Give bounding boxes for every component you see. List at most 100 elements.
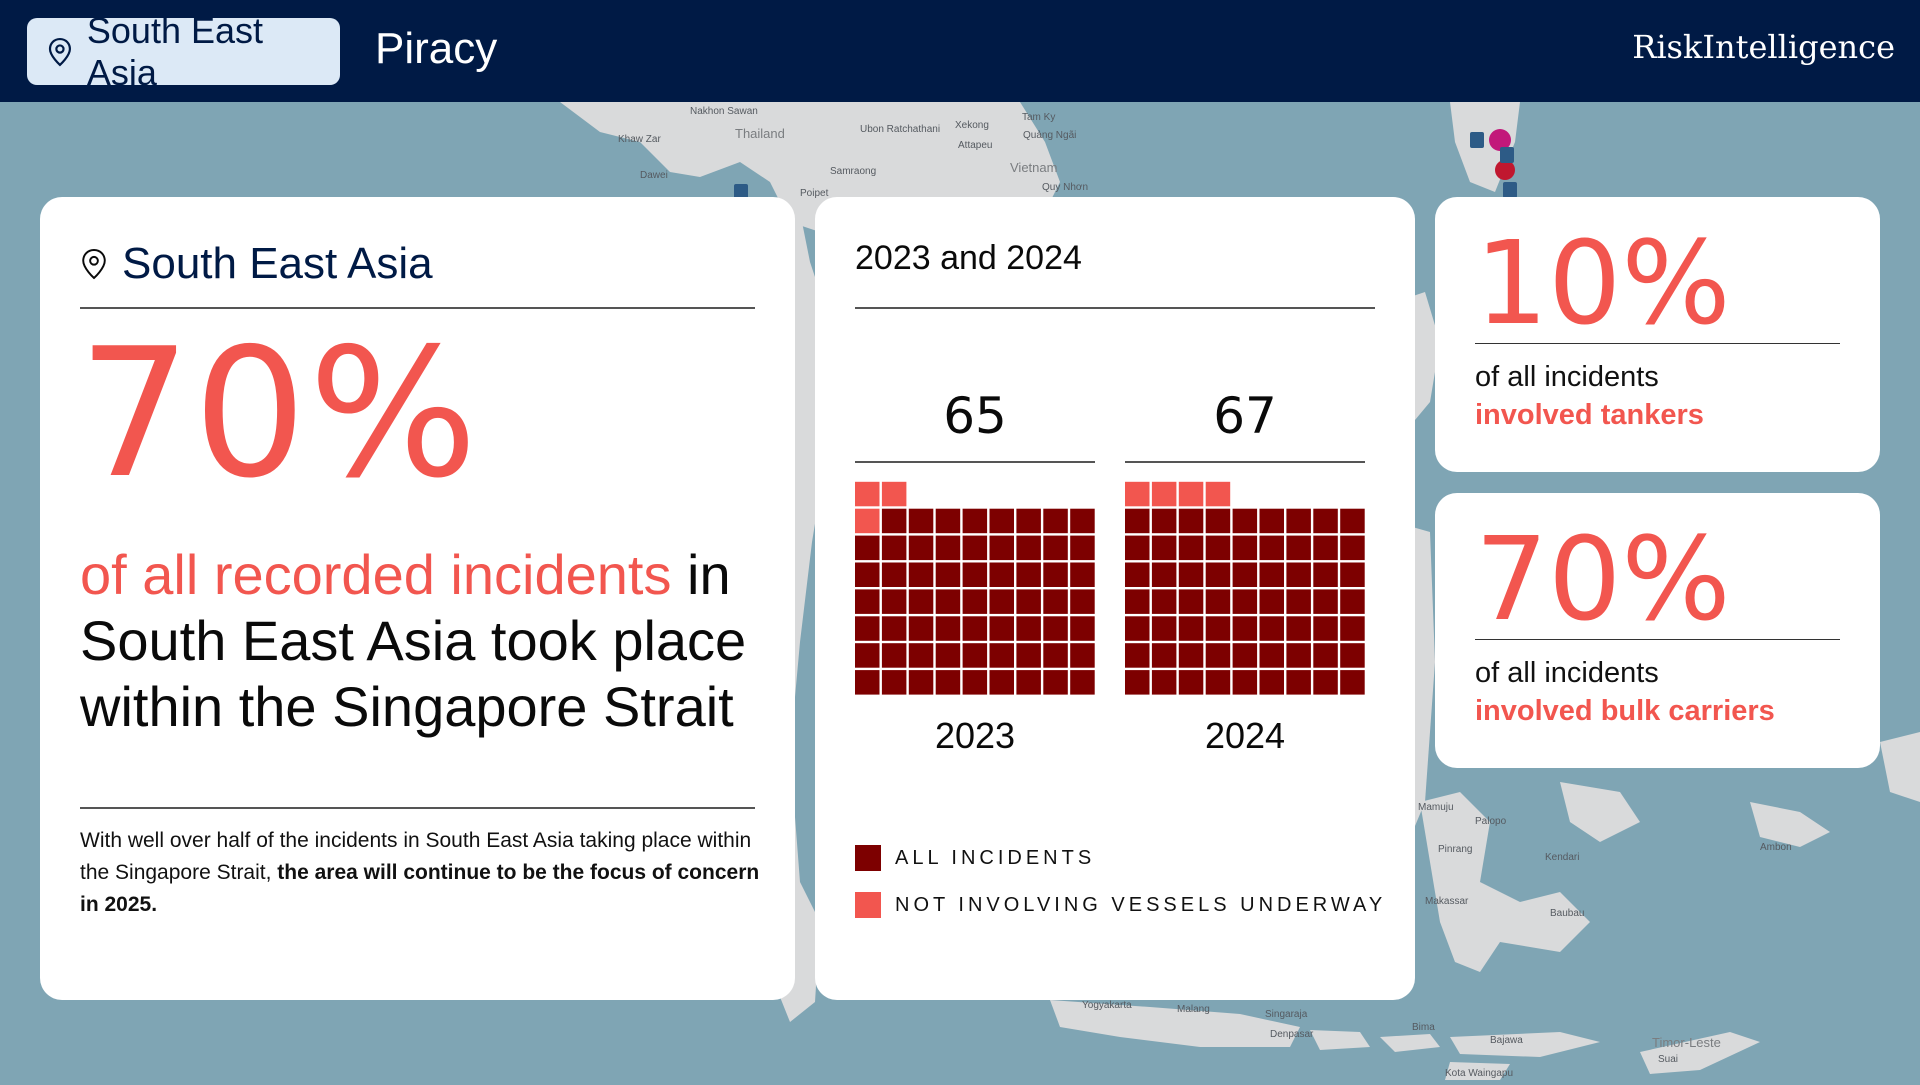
waffle-cell-2023: [1043, 643, 1068, 668]
waffle-cell-2024: [1259, 535, 1284, 561]
divider: [855, 307, 1375, 309]
map-label: Baubau: [1550, 908, 1585, 919]
waffle-cell-2024: [1286, 508, 1311, 534]
waffle-cell-2024: [1205, 616, 1231, 641]
waffle-cell-2024: [1178, 589, 1204, 614]
summary-statement: of all recorded incidents in South East …: [80, 542, 760, 740]
total-count-2023: 65: [943, 387, 1007, 445]
waffle-cell-2024: [1340, 589, 1365, 614]
waffle-cell-2024: [1125, 481, 1150, 507]
region-selector-label: South East Asia: [86, 9, 264, 93]
waffle-cell-2024: [1286, 670, 1311, 695]
waffle-cell-2023: [881, 670, 907, 695]
waffle-cell-2024: [1178, 562, 1204, 587]
waffle-cell-2024: [1205, 670, 1231, 695]
waffle-cell-2023: [881, 508, 907, 534]
page-title: Piracy: [375, 24, 498, 73]
waffle-cell-2023: [908, 535, 934, 561]
waffle-cell-2023: [908, 643, 934, 668]
waffle-cell-2023: [962, 535, 988, 561]
waffle-cell-2024: [1232, 589, 1258, 614]
waffle-cell-2024: [1259, 670, 1284, 695]
waffle-cell-2023: [881, 481, 907, 507]
divider: [80, 307, 755, 309]
map-label: Dawei: [640, 170, 668, 181]
waffle-cell-2023: [908, 589, 934, 614]
waffle-cell-2024: [1313, 562, 1338, 587]
map-label: Suai: [1658, 1054, 1679, 1065]
legend-item-all: ALL INCIDENTS: [855, 845, 1095, 871]
waffle-cell-2023: [855, 589, 880, 614]
waffle-cell-2024: [1313, 616, 1338, 641]
waffle-cell-2023: [962, 643, 988, 668]
map-label: Pinrang: [1438, 844, 1473, 855]
waffle-cell-2023: [1070, 670, 1095, 695]
waffle-cell-2023: [935, 589, 961, 614]
map-label: Quy Nhơn: [1042, 182, 1089, 193]
summary-card: South East Asia 70% of all recorded inci…: [40, 197, 795, 1000]
waffle-cell-2023: [1043, 589, 1068, 614]
map-label: Vietnam: [1010, 160, 1058, 175]
stat-percentage: 10%: [1475, 217, 1731, 351]
waffle-cell-2023: [855, 643, 880, 668]
waffle-cell-2023: [935, 616, 961, 641]
map-label: Mamuju: [1418, 802, 1454, 813]
stat-line1: of all incidents: [1475, 361, 1659, 393]
waffle-cell-2024: [1340, 670, 1365, 695]
waffle-cell-2024: [1232, 562, 1258, 587]
waffle-cell-2023: [989, 589, 1014, 614]
stat-card-tankers: 10% of all incidents involved tankers: [1435, 197, 1880, 472]
waffle-cell-2023: [881, 535, 907, 561]
waffle-cell-2024: [1151, 589, 1177, 614]
map-label: Palopo: [1475, 816, 1507, 827]
divider: [1125, 461, 1365, 463]
waffle-cell-2024: [1286, 643, 1311, 668]
waffle-cell-2023: [1043, 535, 1068, 561]
waffle-cell-2024: [1125, 589, 1150, 614]
waffle-cell-2023: [962, 670, 988, 695]
waffle-cell-2024: [1286, 535, 1311, 561]
waffle-cell-2024: [1232, 670, 1258, 695]
waffle-cell-2023: [855, 670, 880, 695]
waffle-cell-2024: [1340, 643, 1365, 668]
waffle-cell-2024: [1313, 670, 1338, 695]
waffle-cell-2023: [935, 535, 961, 561]
waffle-cell-2023: [935, 508, 961, 534]
waffle-cell-2023: [935, 670, 961, 695]
waffle-cell-2024: [1178, 481, 1204, 507]
map-label: Khaw Zar: [618, 134, 661, 145]
waffle-cell-2023: [855, 508, 880, 534]
waffle-cell-2024: [1178, 616, 1204, 641]
waffle-cell-2023: [1043, 616, 1068, 641]
summary-card-header: South East Asia: [80, 239, 433, 289]
waffle-cell-2024: [1340, 616, 1365, 641]
waffle-cell-2023: [1070, 562, 1095, 587]
waffle-cell-2023: [1070, 508, 1095, 534]
waffle-cell-2024: [1125, 670, 1150, 695]
map-label: Malang: [1177, 1004, 1210, 1015]
waffle-cell-2023: [989, 616, 1014, 641]
total-count-2024: 67: [1213, 387, 1277, 445]
waffle-cell-2023: [962, 589, 988, 614]
waffle-cell-2024: [1259, 562, 1284, 587]
waffle-cell-2023: [989, 508, 1014, 534]
waffle-cell-2024: [1286, 562, 1311, 587]
legend-swatch: [855, 845, 881, 871]
waffle-cell-2023: [989, 670, 1014, 695]
summary-note: With well over half of the incidents in …: [80, 825, 760, 921]
waffle-cell-2024: [1286, 616, 1311, 641]
waffle-cell-2024: [1259, 643, 1284, 668]
note-bold: the area will continue to be the focus o…: [80, 861, 760, 916]
map-label: Bajawa: [1490, 1035, 1523, 1046]
waffle-cell-2024: [1151, 535, 1177, 561]
waffle-cell-2023: [908, 670, 934, 695]
region-selector[interactable]: South East Asia: [27, 10, 340, 93]
waffle-cell-2023: [908, 508, 934, 534]
waffle-cell-2023: [1070, 616, 1095, 641]
waffle-cell-2023: [855, 481, 880, 507]
waffle-cell-2024: [1125, 508, 1150, 534]
waffle-cell-2024: [1205, 508, 1231, 534]
note-plain: With well over half of the incidents in …: [80, 829, 752, 884]
map-label: Nakhon Sawan: [690, 106, 758, 117]
waffle-cell-2024: [1151, 562, 1177, 587]
